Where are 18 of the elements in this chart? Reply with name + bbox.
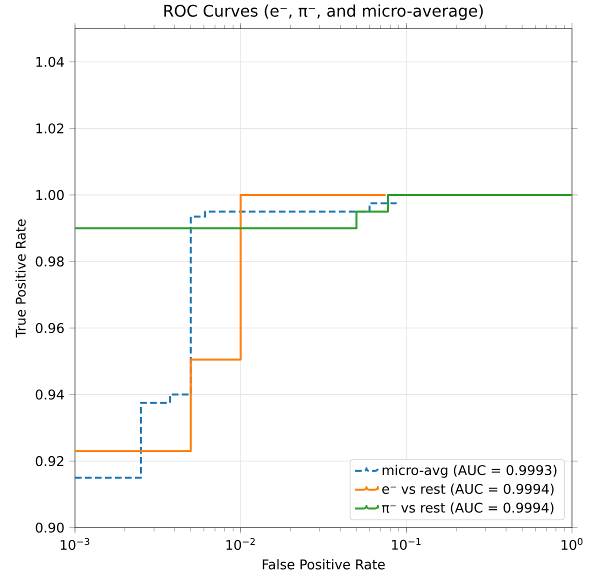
legend-label: e⁻ vs rest (AUC = 0.9994) <box>382 484 554 496</box>
x-tick-label: 10$^{−1}$ <box>392 538 420 550</box>
legend-label: micro-avg (AUC = 0.9993) <box>382 465 556 478</box>
y-tick-label: 0.92 <box>36 456 64 466</box>
x-tick-label: 10$^{−3}$ <box>60 538 90 550</box>
y-tick-label: 0.96 <box>36 323 64 334</box>
chart-title: ROC Curves (e⁻, π⁻, and micro-average) <box>164 4 483 20</box>
y-axis-title: True Positive Rate <box>15 220 26 338</box>
y-tick-label: 1.00 <box>36 190 64 200</box>
y-tick-label: 1.02 <box>36 124 64 134</box>
x-tick-label: 10$^{−2}$ <box>226 538 255 550</box>
y-tick-label: 1.04 <box>36 57 64 68</box>
x-axis-title: False Positive Rate <box>262 559 385 570</box>
legend-label: π⁻ vs rest (AUC = 0.9994) <box>382 502 554 514</box>
y-tick-label: 0.94 <box>36 390 64 400</box>
x-tick-label: 10$^{0}$ <box>562 538 582 550</box>
y-tick-label: 0.98 <box>36 256 64 267</box>
y-tick-label: 0.90 <box>36 522 64 533</box>
